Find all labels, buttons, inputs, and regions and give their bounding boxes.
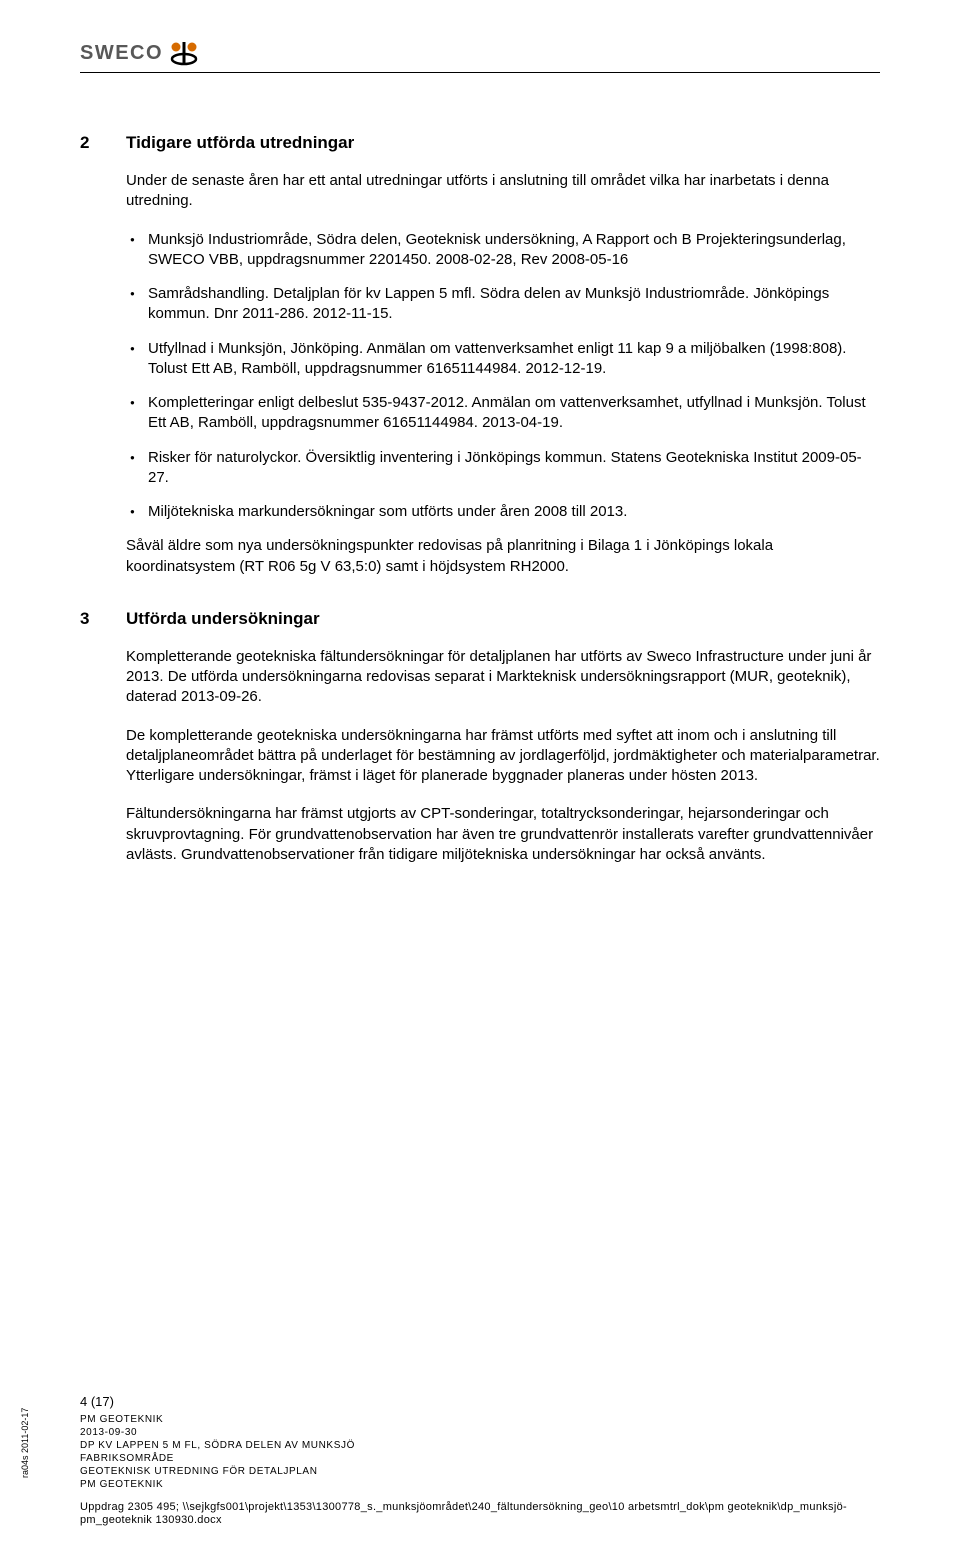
body-paragraph: Kompletterande geotekniska fältundersökn…: [126, 647, 880, 708]
footer-line: GEOTEKNISK UTREDNING FÖR DETALJPLAN: [80, 1465, 880, 1478]
bullet-list: ● Munksjö Industriområde, Södra delen, G…: [126, 230, 880, 523]
list-item: ● Munksjö Industriområde, Södra delen, G…: [126, 230, 880, 271]
bullet-text: Kompletteringar enligt delbeslut 535-943…: [148, 393, 880, 434]
bullet-icon: ●: [126, 448, 148, 489]
logo-icon: [169, 40, 199, 66]
list-item: ● Utfyllnad i Munksjön, Jönköping. Anmäl…: [126, 339, 880, 380]
footer-line: PM GEOTEKNIK: [80, 1413, 880, 1426]
footer-line: DP KV LAPPEN 5 M FL, SÖDRA DELEN AV MUNK…: [80, 1439, 880, 1452]
section-2: 2 Tidigare utförda utredningar Under de …: [80, 133, 880, 577]
bullet-text: Samrådshandling. Detaljplan för kv Lappe…: [148, 284, 880, 325]
list-item: ● Samrådshandling. Detaljplan för kv Lap…: [126, 284, 880, 325]
footer-filepath: Uppdrag 2305 495; \\sejkgfs001\projekt\1…: [80, 1501, 880, 1529]
page-header: SWECO: [80, 40, 880, 73]
bullet-icon: ●: [126, 339, 148, 380]
body-paragraph: Fältundersökningarna har främst utgjorts…: [126, 804, 880, 865]
section-heading: 3 Utförda undersökningar: [80, 609, 880, 629]
bullet-icon: ●: [126, 502, 148, 522]
intro-paragraph: Under de senaste åren har ett antal utre…: [126, 171, 880, 212]
bullet-text: Miljötekniska markundersökningar som utf…: [148, 502, 880, 522]
footer-line: FABRIKSOMRÅDE: [80, 1452, 880, 1465]
section-content: Under de senaste åren har ett antal utre…: [126, 171, 880, 577]
section-content: Kompletterande geotekniska fältundersökn…: [126, 647, 880, 865]
logo-text: SWECO: [80, 42, 163, 65]
section-title: Utförda undersökningar: [126, 609, 320, 629]
document-page: SWECO 2 Tidigare utförda utredningar Und…: [0, 0, 960, 1546]
footer-line: 2013-09-30: [80, 1426, 880, 1439]
section-number: 3: [80, 609, 126, 629]
side-code: ra04s 2011-02-17: [20, 1408, 30, 1478]
footer-line: PM GEOTEKNIK: [80, 1478, 880, 1491]
bullet-icon: ●: [126, 230, 148, 271]
bullet-icon: ●: [126, 393, 148, 434]
bullet-text: Risker för naturolyckor. Översiktlig inv…: [148, 448, 880, 489]
bullet-text: Munksjö Industriområde, Södra delen, Geo…: [148, 230, 880, 271]
section-number: 2: [80, 133, 126, 153]
bullet-text: Utfyllnad i Munksjön, Jönköping. Anmälan…: [148, 339, 880, 380]
page-number: 4 (17): [80, 1394, 880, 1409]
list-item: ● Kompletteringar enligt delbeslut 535-9…: [126, 393, 880, 434]
section-title: Tidigare utförda utredningar: [126, 133, 354, 153]
section-3: 3 Utförda undersökningar Kompletterande …: [80, 609, 880, 865]
body-paragraph: De kompletterande geotekniska undersökni…: [126, 726, 880, 787]
outro-paragraph: Såväl äldre som nya undersökningspunkter…: [126, 536, 880, 577]
section-heading: 2 Tidigare utförda utredningar: [80, 133, 880, 153]
page-footer: ra04s 2011-02-17 4 (17) PM GEOTEKNIK 201…: [80, 1394, 880, 1529]
list-item: ● Miljötekniska markundersökningar som u…: [126, 502, 880, 522]
footer-meta: PM GEOTEKNIK 2013-09-30 DP KV LAPPEN 5 M…: [80, 1413, 880, 1491]
list-item: ● Risker för naturolyckor. Översiktlig i…: [126, 448, 880, 489]
bullet-icon: ●: [126, 284, 148, 325]
